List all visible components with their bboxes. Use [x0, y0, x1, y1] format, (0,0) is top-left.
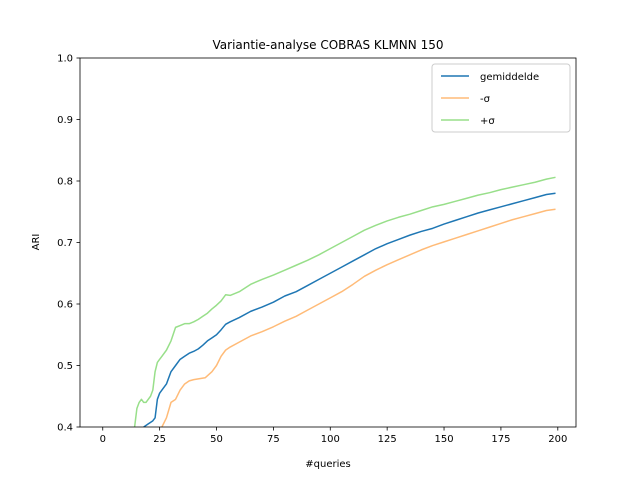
y-tick-label: 0.6 — [57, 300, 73, 311]
x-tick-label: 175 — [491, 434, 510, 445]
legend-frame — [431, 63, 571, 133]
x-tick-label: 0 — [100, 434, 106, 445]
y-tick-label: 0.9 — [57, 115, 73, 126]
legend-label-2: -σ — [480, 94, 491, 105]
x-tick-label: 25 — [153, 434, 166, 445]
series-line-2 — [161, 208, 556, 427]
series-line-3 — [133, 176, 556, 427]
legend-label-3: +σ — [480, 116, 495, 127]
x-tick-label: 200 — [548, 434, 567, 445]
x-tick-label: 50 — [210, 434, 223, 445]
legend: gemiddelde -σ +σ — [431, 63, 571, 133]
y-tick-label: 1.0 — [57, 54, 73, 65]
x-tick-label: 100 — [321, 434, 340, 445]
legend-label-1: gemiddelde — [480, 72, 539, 83]
y-tick-label: 0.4 — [57, 423, 73, 434]
y-tick-label: 0.8 — [57, 177, 73, 188]
x-tick-label: 75 — [267, 434, 280, 445]
x-axis-label: #queries — [305, 459, 350, 470]
x-tick-label: 125 — [378, 434, 397, 445]
y-axis-label: ARI — [31, 234, 42, 251]
series-line-1 — [143, 192, 556, 427]
y-tick-label: 0.7 — [57, 238, 73, 249]
chart-title: Variantie-analyse COBRAS KLMNN 150 — [213, 38, 444, 52]
series-group — [133, 176, 556, 427]
x-tick-label: 150 — [434, 434, 453, 445]
plot-area: 0 25 50 75 100 125 150 175 200 0.4 0.5 0.6 0.7 0.8 0.9… — [57, 54, 577, 445]
y-tick-label: 0.5 — [57, 361, 73, 372]
